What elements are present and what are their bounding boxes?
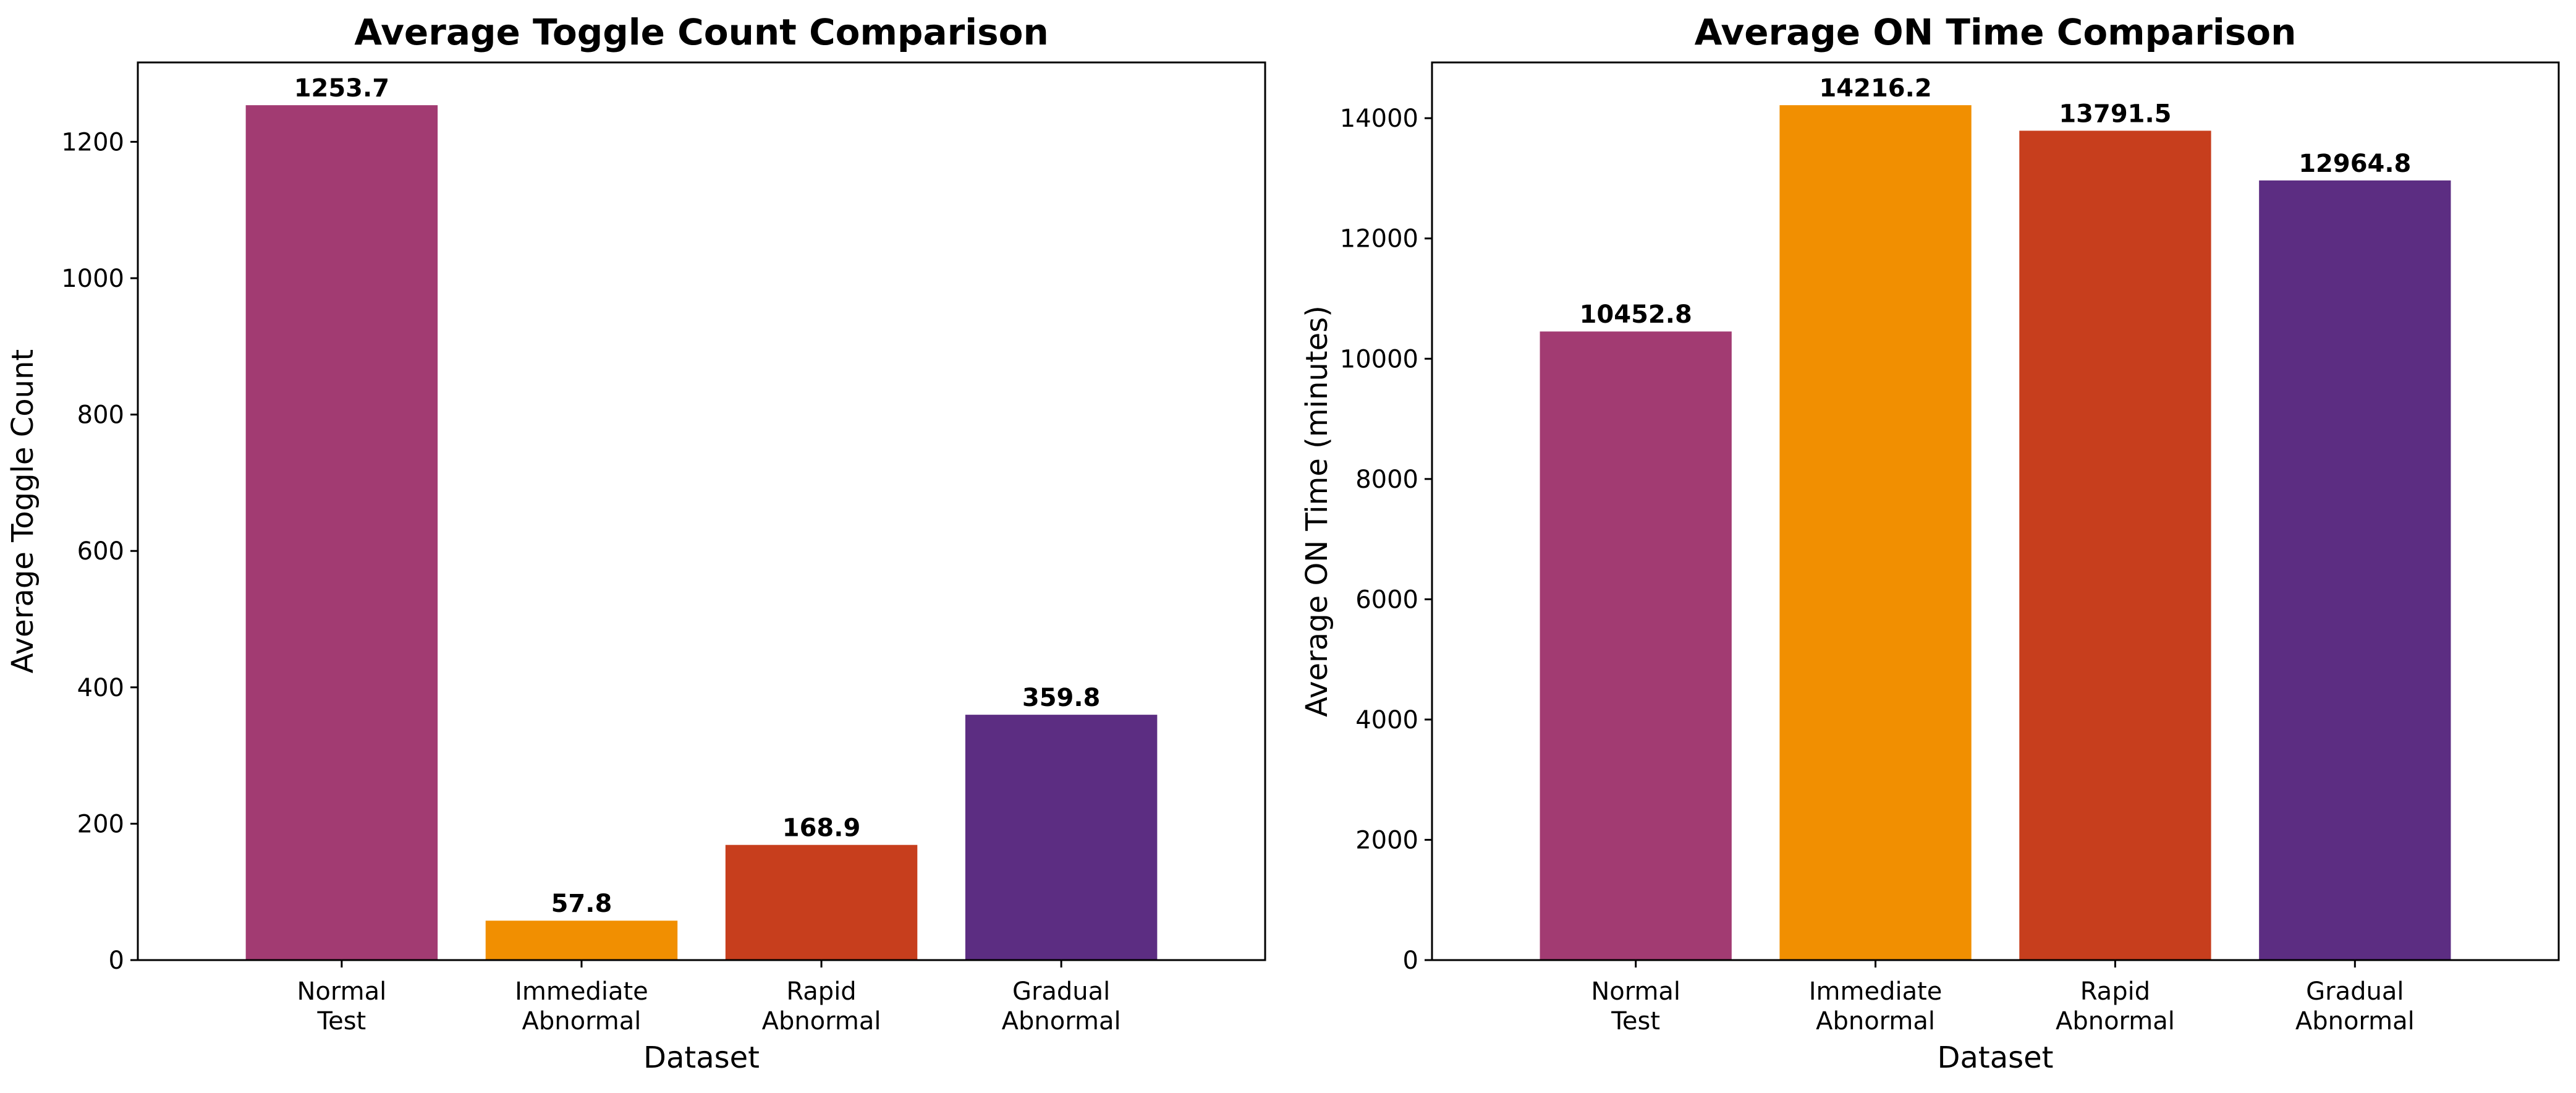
chart-title: Average ON Time Comparison	[1695, 11, 2297, 53]
x-tick-label: Immediate Abnormal	[515, 977, 648, 1036]
y-tick-label: 200	[77, 810, 124, 838]
x-tick-label: Gradual Abnormal	[2295, 977, 2415, 1036]
bar-3	[2019, 130, 2211, 960]
data-label-1: 10452.8	[1580, 300, 1692, 329]
bar-4	[965, 715, 1158, 960]
y-tick-label: 0	[109, 946, 124, 975]
y-tick-label: 400	[77, 674, 124, 702]
y-tick-label: 1000	[61, 265, 124, 293]
y-tick-label: 2000	[1355, 826, 1418, 854]
x-axis-label: Dataset	[1938, 1040, 2054, 1075]
data-label-1: 1253.7	[294, 74, 389, 103]
chart-panel-1: 1253.7 57.8 168.9 359.8 0 200 400 600 800 1000 120…	[6, 11, 1266, 1075]
y-tick-label: 10000	[1340, 345, 1418, 373]
bar-3	[725, 844, 918, 960]
data-label-3: 13791.5	[2059, 100, 2171, 128]
y-tick-label: 1200	[61, 128, 124, 156]
bar-4	[2259, 180, 2451, 960]
x-axis-label: Dataset	[643, 1040, 760, 1075]
x-tick-label: Normal Test	[297, 977, 387, 1036]
y-tick-label: 8000	[1355, 466, 1418, 494]
chart-title: Average Toggle Count Comparison	[354, 11, 1048, 53]
y-tick-label: 6000	[1355, 585, 1418, 614]
bar-1	[245, 105, 438, 961]
y-axis-label: Average ON Time (minutes)	[1300, 305, 1334, 717]
chart-panel-2: 10452.8 14216.2 13791.5 12964.8 0 2000 4000 600…	[1300, 11, 2560, 1075]
y-tick-label: 800	[77, 401, 124, 430]
y-tick-label: 600	[77, 537, 124, 566]
y-tick-label: 4000	[1355, 706, 1418, 734]
data-label-2: 57.8	[551, 890, 612, 918]
bar-2	[485, 921, 678, 960]
x-tick-label: Immediate Abnormal	[1809, 977, 1943, 1036]
plot-frame	[1431, 61, 2560, 961]
data-label-4: 12964.8	[2298, 150, 2411, 178]
bar-1	[1540, 331, 1732, 960]
x-tick-label: Rapid Abnormal	[762, 977, 881, 1036]
data-label-4: 359.8	[1022, 684, 1101, 712]
y-tick-label: 0	[1403, 946, 1418, 975]
x-tick-label: Normal Test	[1591, 977, 1680, 1036]
plot-frame	[137, 61, 1266, 961]
x-tick-label: Gradual Abnormal	[1002, 977, 1121, 1036]
x-tick-label: Rapid Abnormal	[2056, 977, 2175, 1036]
data-label-3: 168.9	[782, 814, 861, 843]
bar-2	[1779, 105, 1972, 960]
y-tick-label: 14000	[1340, 104, 1418, 133]
y-tick-label: 12000	[1340, 225, 1418, 253]
y-axis-label: Average Toggle Count	[6, 349, 40, 674]
data-label-2: 14216.2	[1819, 74, 1931, 103]
